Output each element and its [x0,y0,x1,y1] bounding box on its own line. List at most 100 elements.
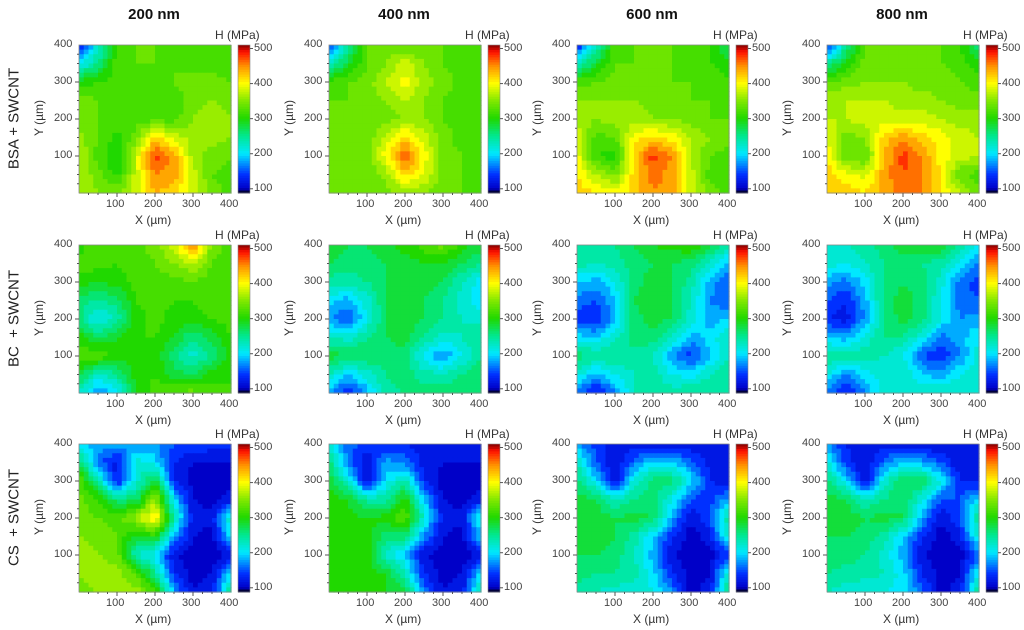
heatmap-cell [638,123,645,129]
heatmap-cell [221,160,227,166]
heatmap-cell [376,49,382,55]
heatmap-cell [98,277,104,283]
heatmap-cell [931,82,937,88]
heatmap-cell [438,100,444,106]
heatmap-cell [93,183,99,189]
heatmap-cell [681,72,687,78]
heatmap-cell [371,142,378,148]
heatmap-cell [414,179,420,185]
heatmap-cell [428,58,435,65]
heatmap-cell [874,160,880,166]
heatmap-cell [638,54,645,60]
heatmap-cell [433,188,439,194]
heatmap-cell [836,86,842,92]
heatmap-cell [936,123,942,129]
heatmap-cell [98,305,104,311]
heatmap-cell [836,137,842,143]
heatmap-cell [615,72,621,78]
heatmap-cell [333,63,340,69]
heatmap-cell [150,156,156,162]
heatmap-cell [691,156,697,162]
heatmap-cell [443,169,449,176]
heatmap-cell [657,63,664,69]
heatmap-cell [400,86,406,92]
heatmap-cell [216,68,223,74]
heatmap-cell [452,72,458,78]
heatmap-cell [112,86,118,92]
heatmap-cell [202,291,208,297]
colorbar-segment [986,148,998,152]
heatmap-cell [950,91,956,97]
heatmap-cell [178,258,185,265]
heatmap-cell [126,272,132,278]
heatmap-cell [338,63,344,69]
heatmap-cell [676,86,683,92]
heatmap-cell [338,183,344,189]
heatmap-cell [865,100,871,106]
heatmap-cell [197,268,204,274]
heatmap-cell [476,174,482,180]
heatmap-cell [174,277,180,283]
heatmap-cell [117,268,123,274]
heatmap-cell [941,156,947,162]
heatmap-cell [945,68,952,74]
heatmap-cell [428,160,435,166]
heatmap-cell [193,183,199,189]
heatmap-cell [936,160,942,166]
colorbar-segment [238,153,250,157]
heatmap-cell [221,169,227,176]
heatmap-cell [216,277,223,283]
x-tick-label: 400 [220,198,239,210]
heatmap-cell [619,95,626,102]
heatmap-cell [827,119,833,125]
heatmap-cell [338,174,344,180]
heatmap-cell [831,160,838,166]
heatmap-cell [329,137,335,143]
colorbar-segment [238,49,250,53]
heatmap-cell [409,160,416,166]
heatmap-cell [586,86,592,92]
heatmap-cell [695,169,702,176]
heatmap-cell [88,179,94,185]
heatmap-cell [400,68,406,74]
colorbar-segment [238,170,250,174]
heatmap-cell [178,63,185,69]
heatmap-cell [941,142,947,148]
heatmap-cell [357,123,363,129]
heatmap-cell [638,160,645,166]
heatmap-cell [903,68,909,74]
heatmap-cell [107,49,113,55]
heatmap-cell [865,95,871,102]
heatmap-cell [874,77,880,83]
heatmap-cell [667,91,673,97]
colorbar-segment [986,114,998,118]
heatmap-cell [79,258,85,265]
heatmap-cell [657,188,664,194]
heatmap-cell [624,160,630,166]
heatmap-cell [216,165,223,171]
heatmap-cell [443,68,449,74]
colorbar-segment [736,74,748,78]
heatmap-cell [672,58,678,65]
heatmap-cell [155,119,161,125]
heatmap-cell [386,100,392,106]
heatmap-cell [155,174,161,180]
heatmap-cell [376,128,382,134]
colorbar-segment [238,62,250,66]
heatmap-cell [174,105,180,111]
heatmap-cell [79,142,85,148]
heatmap-cell [169,179,175,185]
heatmap-cell [117,100,123,106]
heatmap-cell [714,128,721,134]
heatmap-cell [183,272,189,278]
heatmap-cell [83,91,90,97]
heatmap-cell [197,123,204,129]
heatmap-cell [950,179,956,185]
colorbar-segment [986,156,998,159]
heatmap-cell [338,169,344,176]
heatmap-cell [174,282,180,288]
heatmap-cell [596,109,602,115]
heatmap-cell [586,49,592,55]
heatmap-cell [178,160,185,166]
heatmap-cell [193,286,199,292]
